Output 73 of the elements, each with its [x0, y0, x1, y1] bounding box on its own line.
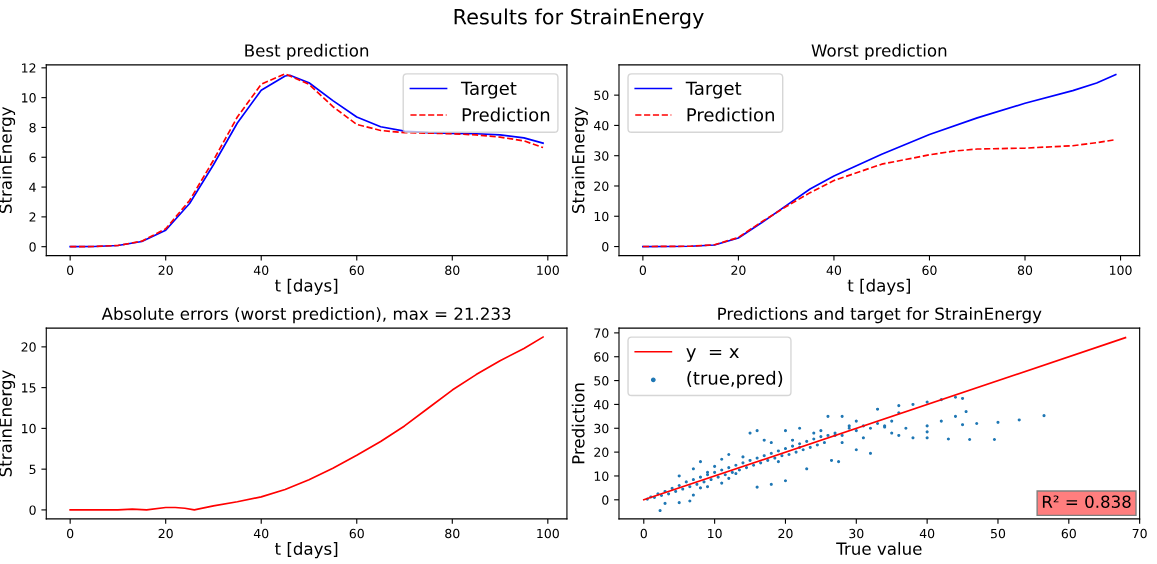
x-axis-title: t [days] — [274, 278, 338, 295]
chart-title: Best prediction — [245, 43, 369, 60]
chart-title: Predictions and target for StrainEnergy — [718, 307, 1042, 324]
x-tick-label: 0 — [639, 265, 647, 276]
line-series — [642, 73, 1117, 248]
y-tick-label: 70 — [594, 328, 609, 338]
y-tick-label: 30 — [594, 151, 609, 161]
x-tick-label: 40 — [253, 528, 269, 539]
legend-label: Target — [460, 81, 517, 99]
x-axis-title: True value — [836, 542, 922, 555]
chart-title: Worst prediction — [811, 43, 947, 60]
x-tick-label: 40 — [253, 265, 269, 276]
y-tick-label: 10 — [594, 471, 609, 481]
chart-title: Absolute errors (worst prediction), max = 21.233 — [101, 307, 511, 324]
x-tick-label: 20 — [778, 528, 793, 539]
annotation: R² = 0.838 — [1042, 495, 1131, 509]
x-tick-label: 60 — [349, 528, 364, 539]
y-axis-title: Prediction — [571, 383, 585, 464]
y-tick-label: 20 — [21, 342, 36, 352]
legend-label: y = x — [686, 348, 739, 362]
y-tick-label: 0 — [602, 242, 609, 252]
x-tick-label: 80 — [1017, 265, 1033, 276]
y-tick-label: 40 — [593, 399, 609, 410]
y-tick-label: 15 — [22, 383, 36, 393]
x-tick-label: 20 — [731, 265, 746, 276]
y-tick-label: 8 — [29, 122, 36, 133]
x-tick-label: 70 — [1132, 528, 1147, 539]
line-series — [642, 138, 1117, 248]
x-tick-label: 20 — [158, 265, 173, 276]
x-tick-label: 100 — [537, 528, 559, 539]
line-series — [69, 336, 544, 511]
x-tick-label: 100 — [537, 265, 559, 276]
y-tick-label: 0 — [29, 505, 36, 515]
x-tick-label: 20 — [158, 528, 173, 539]
y-tick-label: 20 — [594, 447, 609, 458]
x-tick-label: 60 — [349, 265, 364, 276]
x-tick-label: 0 — [640, 528, 647, 539]
x-tick-label: 60 — [922, 265, 937, 276]
legend-label: Prediction — [462, 107, 550, 122]
y-tick-label: 50 — [594, 90, 609, 101]
y-tick-label: 0 — [602, 495, 609, 505]
y-tick-label: 20 — [594, 181, 609, 191]
x-tick-label: 40 — [826, 265, 842, 276]
y-tick-label: 40 — [593, 120, 609, 131]
x-tick-label: 80 — [445, 265, 460, 276]
y-axis-title: StrainEnergy — [571, 106, 588, 214]
y-tick-label: 12 — [22, 63, 36, 73]
y-tick-label: 5 — [29, 464, 36, 475]
x-tick-label: 0 — [67, 265, 74, 276]
y-tick-label: 10 — [22, 93, 36, 103]
y-tick-label: 60 — [594, 352, 609, 362]
y-tick-label: 0 — [29, 242, 36, 252]
y-tick-label: 4 — [29, 182, 36, 192]
x-axis-title: t [days] — [274, 542, 338, 559]
y-tick-label: 10 — [594, 211, 609, 222]
y-tick-label: 6 — [29, 152, 36, 163]
y-tick-label: 2 — [29, 212, 36, 222]
x-tick-label: 10 — [708, 528, 722, 539]
y-tick-label: 30 — [594, 423, 609, 434]
text: Results for StrainEnergy — [454, 8, 704, 29]
x-tick-label: 40 — [919, 528, 935, 539]
y-tick-label: 50 — [594, 376, 609, 386]
x-tick-label: 50 — [990, 528, 1006, 539]
x-tick-label: 0 — [67, 528, 74, 539]
x-tick-label: 80 — [445, 528, 460, 539]
x-tick-label: 100 — [1109, 265, 1132, 276]
legend-label: Target — [685, 81, 742, 99]
legend-label: (true,pred) — [687, 370, 783, 389]
x-tick-label: 30 — [849, 528, 864, 539]
y-tick-label: 10 — [22, 423, 36, 434]
x-tick-label: 60 — [1061, 528, 1076, 539]
legend-label: Prediction — [687, 107, 774, 122]
x-axis-title: t [days] — [847, 278, 910, 295]
